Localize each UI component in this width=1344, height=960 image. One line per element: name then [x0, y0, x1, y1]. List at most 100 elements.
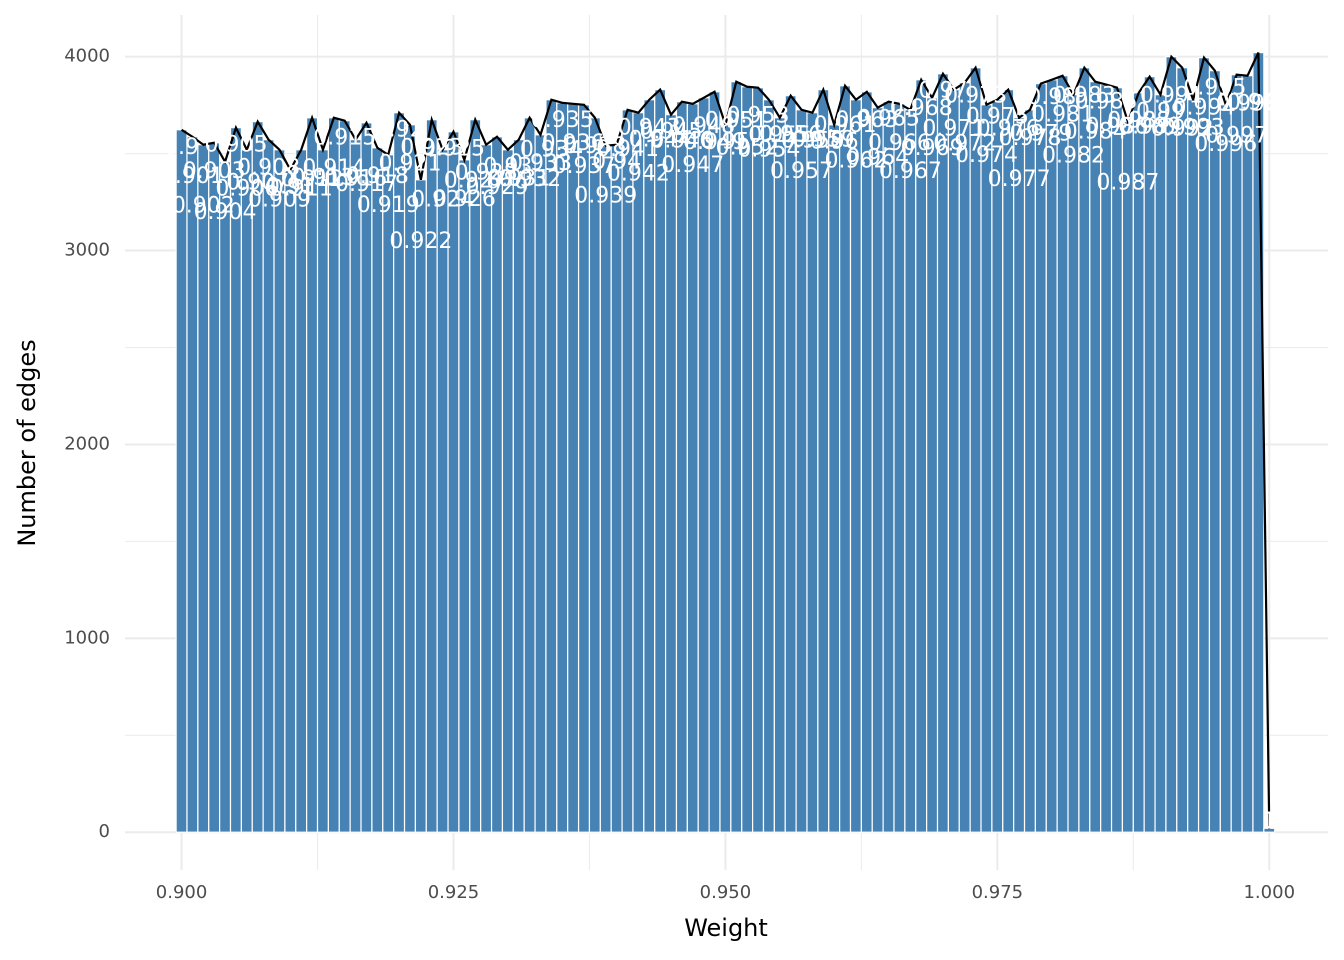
bar-label: 0.972 — [933, 132, 996, 157]
bar-label: 0.96 — [810, 130, 859, 155]
bar — [741, 86, 754, 833]
bar-label: 0.904 — [194, 200, 257, 225]
bar-label: 0.949 — [683, 130, 746, 155]
bar-label: 0.978 — [998, 126, 1061, 151]
bar — [1013, 117, 1026, 833]
bar-label: 0.962 — [824, 149, 887, 174]
bar — [295, 149, 308, 833]
bar — [501, 149, 514, 833]
bar — [1067, 94, 1080, 833]
bar-label: 0.901 — [161, 164, 224, 189]
bar-label: 0.997 — [1205, 124, 1268, 149]
bar — [1110, 87, 1124, 833]
bar — [1045, 79, 1058, 833]
bar-label: 0.968 — [890, 96, 953, 121]
bar — [773, 117, 786, 833]
bar-label: 0.957 — [770, 159, 833, 184]
bar — [893, 103, 906, 833]
bar — [719, 124, 732, 833]
bar — [1197, 57, 1211, 833]
bar-label: 0.922 — [389, 229, 452, 254]
bar-label: 0.952 — [716, 136, 779, 161]
bars — [175, 52, 1276, 833]
bar-label: 0.946 — [650, 129, 713, 154]
bar-label: 0.929 — [466, 175, 529, 200]
bar — [382, 154, 395, 833]
bar-label: 0.995 — [1183, 76, 1246, 101]
bar-label: 0.936 — [542, 131, 605, 156]
bar-label: 0.966 — [868, 131, 931, 156]
bar — [186, 136, 199, 833]
bar — [316, 149, 330, 833]
bar-label: 0.9 — [164, 135, 199, 160]
bar — [882, 101, 895, 833]
bar-label: 0.907 — [226, 171, 289, 196]
bar — [458, 159, 471, 833]
bar-label: 0.917 — [335, 172, 398, 197]
bar-label: 0.99 — [1136, 100, 1185, 125]
bar — [545, 99, 558, 833]
bar — [577, 104, 591, 833]
bar-label: 0.928 — [455, 161, 518, 186]
bar-label: 0.987 — [1096, 171, 1159, 196]
bar-label: 0.944 — [629, 128, 692, 153]
bar-label: 0.924 — [411, 188, 474, 213]
bar — [1219, 104, 1232, 833]
bar-label: 0.914 — [302, 156, 365, 181]
bar-label: 0.933 — [509, 151, 572, 176]
bar-label: 0.938 — [563, 134, 626, 159]
bar-label: 0.902 — [172, 194, 235, 219]
bar — [556, 102, 569, 833]
bar-label: 0.963 — [835, 108, 898, 133]
bar-label: 0.975 — [966, 105, 1029, 130]
bar-label: 0.953 — [727, 104, 790, 129]
bar — [219, 161, 232, 833]
bar-label: 0.981 — [1031, 103, 1094, 128]
bar — [991, 99, 1004, 833]
bar-label: 0.994 — [1173, 96, 1236, 121]
bar-label: 0.951 — [705, 109, 768, 134]
bar — [686, 103, 699, 833]
bar-label: 0.965 — [857, 107, 920, 132]
bar-label: 0.973 — [944, 84, 1007, 109]
bar-label: 0.986 — [1085, 115, 1148, 140]
bar — [175, 129, 188, 833]
bar — [1121, 121, 1134, 833]
bar — [839, 85, 852, 833]
bar-label: 0.947 — [661, 153, 724, 178]
bar-label: 0.977 — [988, 167, 1051, 192]
bar-label: 0.959 — [792, 128, 855, 153]
bar-label: 0.954 — [737, 138, 800, 163]
bar-label: 0.919 — [357, 193, 420, 218]
bar-label: 0.94 — [592, 150, 641, 175]
bar — [523, 117, 536, 833]
bar — [425, 119, 438, 833]
bar — [708, 91, 721, 833]
bar — [643, 99, 656, 833]
bar-label: 0.941 — [596, 137, 659, 162]
bar — [262, 139, 275, 833]
bar-label: 0.937 — [553, 154, 616, 179]
bar-label: 0.992 — [1151, 117, 1214, 142]
bar — [1230, 74, 1243, 833]
x-tick-label: 0.975 — [972, 882, 1024, 903]
bar-label: 0.942 — [607, 162, 670, 187]
bar-label: 0.97 — [918, 79, 967, 104]
bar — [599, 145, 612, 833]
bar-label: 0.956 — [759, 123, 822, 148]
x-tick-label: 1.000 — [1243, 882, 1295, 903]
bar — [306, 117, 319, 833]
bar — [480, 144, 493, 833]
y-tick-label: 0 — [99, 821, 110, 842]
bar-label: 0.961 — [814, 113, 877, 138]
bar-label: 0.998 — [1216, 92, 1279, 117]
bar-label: 0.939 — [574, 184, 637, 209]
bar-label: 0.988 — [1107, 109, 1170, 134]
bar-label: 0.989 — [1118, 115, 1181, 140]
bar-label: 0.982 — [1042, 144, 1105, 169]
bar-label: 0.923 — [400, 136, 463, 161]
labels: 0.90.9010.9020.9030.9040.9050.9060.9070.… — [161, 76, 1290, 835]
bar — [980, 104, 993, 833]
bar — [730, 81, 743, 833]
x-axis-title: Weight — [684, 914, 768, 942]
